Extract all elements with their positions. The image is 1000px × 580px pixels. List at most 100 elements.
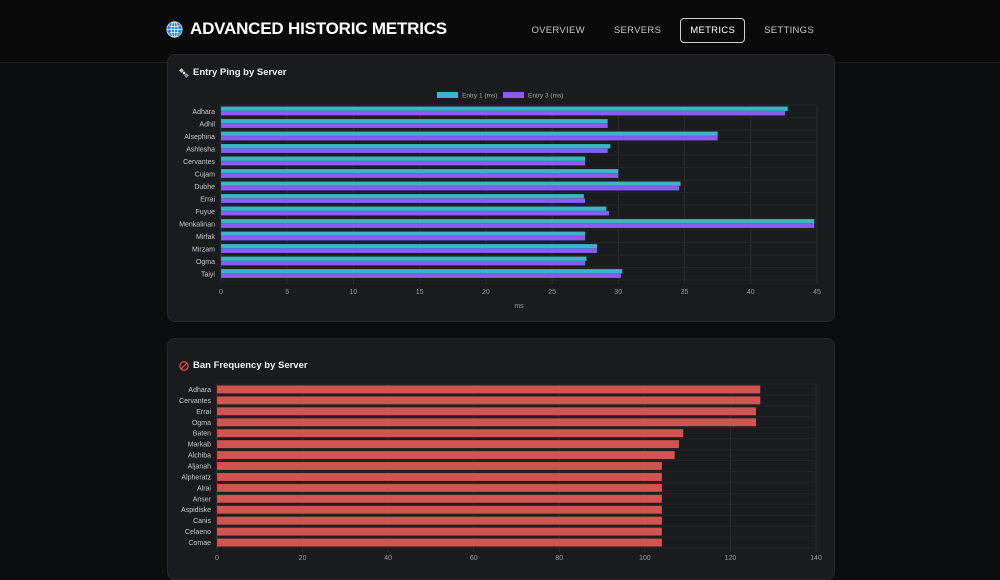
- bar: [220, 118, 608, 124]
- y-tick-label: Aspidiske: [181, 507, 211, 514]
- bar: [216, 428, 684, 438]
- x-axis-label: ms: [514, 303, 524, 310]
- entry-ping-card: Entry Ping by Server 0 5 10 15 20 25 30 35 40 45 A…: [167, 54, 835, 322]
- bar: [220, 185, 680, 191]
- x-tick-label: 35: [681, 289, 689, 296]
- legend-label: Entry 3 (ms): [528, 93, 563, 100]
- bar: [220, 135, 718, 141]
- ban-frequency-card: Ban Frequency by Server 0 20 40 60 80 100 120 1…: [167, 338, 835, 580]
- brand: ADVANCED HISTORIC METRICS: [166, 19, 447, 39]
- bar: [216, 396, 761, 405]
- bar: [220, 123, 608, 129]
- x-tick-label: 40: [747, 289, 755, 296]
- bar: [220, 160, 586, 166]
- bar: [216, 439, 680, 449]
- bar: [216, 461, 663, 471]
- bar: [220, 223, 815, 229]
- x-tick-label: 15: [416, 289, 424, 296]
- nav-metrics[interactable]: METRICS: [680, 18, 746, 43]
- y-tick-label: Alsephina: [184, 134, 215, 141]
- y-tick-label: Alrai: [197, 485, 211, 492]
- y-tick-label: Adhil: [199, 121, 215, 128]
- x-tick-label: 140: [810, 555, 822, 562]
- y-tick-label: Mirzam: [192, 246, 215, 253]
- bar: [216, 538, 663, 547]
- y-tick-label: Canis: [193, 518, 211, 525]
- nav-overview[interactable]: OVERVIEW: [531, 25, 585, 36]
- x-tick-label: 30: [614, 289, 622, 296]
- y-tick-label: Aljanah: [188, 464, 211, 471]
- satellite-icon: [179, 67, 189, 78]
- bar: [216, 450, 676, 460]
- bar: [220, 110, 786, 116]
- legend-swatch: [503, 92, 524, 98]
- y-tick-label: Alchiba: [188, 453, 211, 460]
- ban-frequency-chart: 0 20 40 60 80 100 120 140 Adhara Cervantes Errai Og…: [179, 383, 822, 562]
- bar: [220, 243, 598, 249]
- main-nav: OVERVIEW SERVERS METRICS SETTINGS: [512, 18, 824, 43]
- y-tick-label: Alpheratz: [181, 474, 211, 481]
- x-tick-label: 5: [285, 289, 289, 296]
- legend-label: Entry 1 (ms): [462, 93, 497, 100]
- no-entry-icon: [179, 360, 189, 371]
- entry-ping-title-text: Entry Ping by Server: [193, 67, 287, 78]
- x-tick-label: 100: [639, 555, 651, 562]
- x-tick-label: 40: [384, 555, 392, 562]
- y-tick-label: Markab: [188, 442, 211, 449]
- bar: [220, 106, 789, 112]
- y-tick-label: Comae: [188, 540, 211, 547]
- y-tick-label: Cervantes: [179, 398, 211, 405]
- y-tick-label: Cervantes: [183, 159, 215, 166]
- bar: [216, 494, 663, 504]
- y-tick-label: Taiyi: [201, 271, 215, 278]
- x-tick-label: 60: [470, 555, 478, 562]
- bar: [220, 231, 586, 237]
- bar: [216, 483, 663, 493]
- bar: [220, 218, 815, 224]
- bar: [216, 385, 761, 394]
- x-tick-label: 25: [548, 289, 556, 296]
- y-tick-label: Ashlesha: [186, 146, 215, 153]
- bar: [220, 248, 598, 254]
- x-tick-label: 10: [350, 289, 358, 296]
- bar: [220, 206, 607, 212]
- bar: [220, 198, 586, 204]
- y-tick-label: Errai: [196, 409, 211, 416]
- nav-settings[interactable]: SETTINGS: [764, 25, 814, 36]
- bar: [216, 417, 757, 427]
- bar: [220, 131, 718, 137]
- bar: [216, 472, 663, 482]
- ban-frequency-title-text: Ban Frequency by Server: [193, 360, 308, 371]
- y-tick-label: Menkalinan: [179, 221, 215, 228]
- y-tick-label: Celaeno: [185, 529, 211, 536]
- x-tick-label: 20: [482, 289, 490, 296]
- y-tick-label: Baten: [193, 431, 211, 438]
- globe-icon: [166, 20, 183, 38]
- bar: [220, 268, 623, 274]
- x-tick-label: 120: [725, 555, 737, 562]
- bar: [220, 256, 587, 262]
- y-tick-label: Dubhe: [194, 184, 215, 191]
- x-tick-label: 0: [219, 289, 223, 296]
- x-tick-label: 45: [813, 289, 821, 296]
- y-tick-label: Adhara: [188, 387, 211, 394]
- bar: [220, 260, 586, 266]
- y-tick-label: Errai: [200, 196, 215, 203]
- bar: [216, 505, 663, 515]
- x-tick-label: 0: [215, 555, 219, 562]
- ban-frequency-title: Ban Frequency by Server: [179, 360, 308, 371]
- bar: [220, 181, 681, 187]
- bar: [216, 516, 663, 525]
- nav-servers[interactable]: SERVERS: [613, 25, 662, 36]
- bar: [220, 143, 611, 149]
- bar: [220, 173, 619, 179]
- y-tick-label: Anser: [193, 496, 212, 503]
- bar: [216, 527, 663, 536]
- bar: [216, 407, 757, 416]
- bar: [220, 148, 608, 154]
- y-tick-label: Ogma: [196, 259, 215, 266]
- bar: [220, 273, 622, 279]
- legend-swatch: [437, 92, 458, 98]
- bar: [220, 235, 586, 241]
- bar: [220, 156, 586, 162]
